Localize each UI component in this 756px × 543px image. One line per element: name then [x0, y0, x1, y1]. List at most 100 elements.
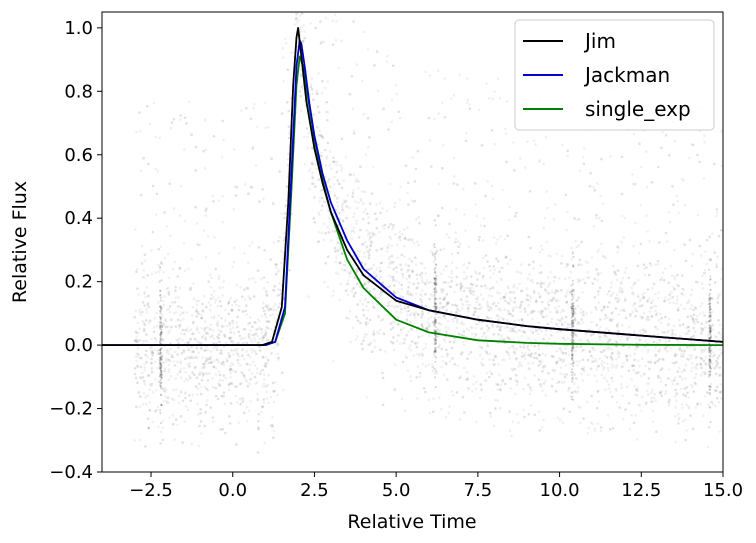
scatter-point: [635, 372, 638, 375]
scatter-point: [165, 287, 169, 291]
scatter-point: [262, 334, 266, 338]
scatter-point: [208, 328, 212, 331]
scatter-point: [406, 290, 410, 293]
scatter-point: [485, 286, 488, 290]
scatter-point: [452, 393, 455, 397]
scatter-point: [658, 339, 662, 342]
scatter-point: [265, 390, 269, 394]
scatter-point: [377, 332, 381, 336]
scatter-point: [310, 161, 314, 165]
scatter-point: [592, 348, 596, 352]
scatter-point: [143, 327, 146, 331]
scatter-point: [302, 39, 305, 43]
scatter-point: [352, 292, 356, 296]
scatter-point: [615, 389, 618, 392]
scatter-point: [712, 366, 716, 370]
scatter-point: [710, 400, 713, 404]
scatter-point: [204, 410, 207, 414]
scatter-point: [539, 311, 543, 315]
scatter-point: [229, 327, 232, 331]
scatter-point: [134, 355, 137, 359]
scatter-point: [342, 210, 345, 213]
scatter-point: [528, 190, 532, 193]
scatter-point: [703, 395, 707, 398]
scatter-point: [611, 358, 614, 362]
scatter-point: [192, 350, 195, 353]
scatter-point: [310, 77, 314, 80]
scatter-point: [373, 63, 376, 67]
scatter-point: [136, 340, 139, 344]
scatter-point: [644, 329, 647, 333]
scatter-point: [418, 375, 422, 378]
scatter-point: [390, 120, 394, 124]
scatter-point: [198, 373, 201, 376]
scatter-point: [543, 282, 546, 285]
scatter-point: [622, 309, 625, 313]
scatter-point: [236, 358, 240, 362]
scatter-point: [263, 313, 267, 316]
scatter-point: [654, 309, 657, 313]
scatter-point: [540, 281, 544, 285]
scatter-point: [202, 365, 206, 369]
scatter-point: [152, 330, 156, 334]
scatter-point: [513, 325, 517, 329]
scatter-point: [171, 414, 174, 417]
scatter-point: [285, 100, 289, 104]
scatter-point: [502, 296, 506, 299]
scatter-point: [447, 411, 451, 415]
scatter-point: [415, 277, 419, 281]
scatter-point: [444, 361, 448, 365]
scatter-point: [571, 252, 574, 256]
scatter-point: [563, 380, 566, 384]
scatter-point: [623, 216, 627, 220]
scatter-point: [705, 262, 708, 266]
scatter-point: [575, 299, 579, 303]
scatter-point: [478, 303, 481, 306]
scatter-point: [546, 340, 549, 344]
scatter-point: [567, 386, 571, 390]
scatter-point: [363, 190, 367, 193]
scatter-point: [254, 332, 258, 335]
scatter-point: [241, 354, 244, 358]
scatter-point: [342, 179, 346, 182]
scatter-point: [667, 400, 671, 404]
scatter-point: [624, 408, 627, 411]
scatter-point: [218, 373, 222, 377]
scatter-point: [232, 260, 236, 264]
scatter-point: [328, 190, 332, 193]
scatter-point: [716, 255, 719, 259]
scatter-point: [564, 315, 568, 319]
scatter-point: [237, 341, 240, 345]
scatter-point: [606, 305, 609, 309]
scatter-point: [246, 363, 249, 366]
scatter-point: [142, 329, 146, 333]
scatter-point: [611, 427, 615, 430]
scatter-point: [278, 170, 282, 173]
scatter-point: [454, 316, 457, 320]
scatter-point: [211, 416, 215, 419]
scatter-point: [247, 192, 250, 195]
scatter-point: [482, 363, 485, 367]
scatter-point: [261, 339, 265, 343]
scatter-point: [689, 307, 692, 311]
scatter-point: [351, 107, 355, 110]
scatter-point: [199, 392, 203, 396]
scatter-point: [380, 371, 384, 375]
scatter-point: [144, 353, 147, 357]
scatter-point: [672, 324, 676, 328]
scatter-point: [258, 349, 262, 352]
scatter-point: [205, 345, 208, 349]
scatter-point: [659, 380, 663, 383]
scatter-point: [603, 376, 606, 380]
scatter-point: [150, 248, 153, 252]
scatter-point: [595, 368, 599, 372]
scatter-point: [719, 382, 722, 386]
scatter-point: [458, 312, 461, 316]
scatter-point: [416, 352, 419, 356]
scatter-point: [389, 328, 393, 331]
scatter-point: [312, 217, 316, 220]
scatter-point: [367, 216, 370, 219]
scatter-point: [480, 144, 484, 147]
scatter-point: [206, 357, 210, 361]
scatter-point: [194, 169, 197, 172]
